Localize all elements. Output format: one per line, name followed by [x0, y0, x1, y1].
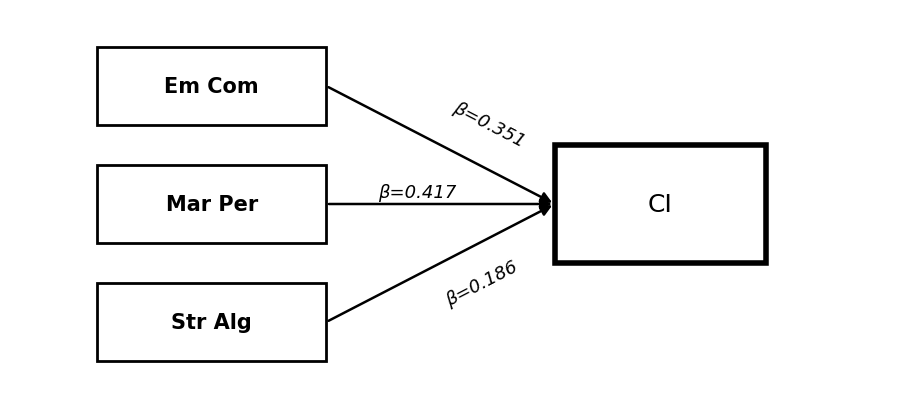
Text: Str Alg: Str Alg [171, 312, 252, 332]
Text: β=0.186: β=0.186 [442, 257, 520, 309]
Text: β=0.417: β=0.417 [378, 184, 457, 202]
Text: Em Com: Em Com [165, 77, 259, 97]
Text: CI: CI [648, 193, 672, 216]
Text: Mar Per: Mar Per [166, 195, 258, 214]
FancyBboxPatch shape [97, 283, 326, 362]
Text: β=0.351: β=0.351 [450, 99, 528, 151]
FancyBboxPatch shape [97, 165, 326, 244]
FancyBboxPatch shape [555, 146, 766, 263]
FancyBboxPatch shape [97, 47, 326, 126]
